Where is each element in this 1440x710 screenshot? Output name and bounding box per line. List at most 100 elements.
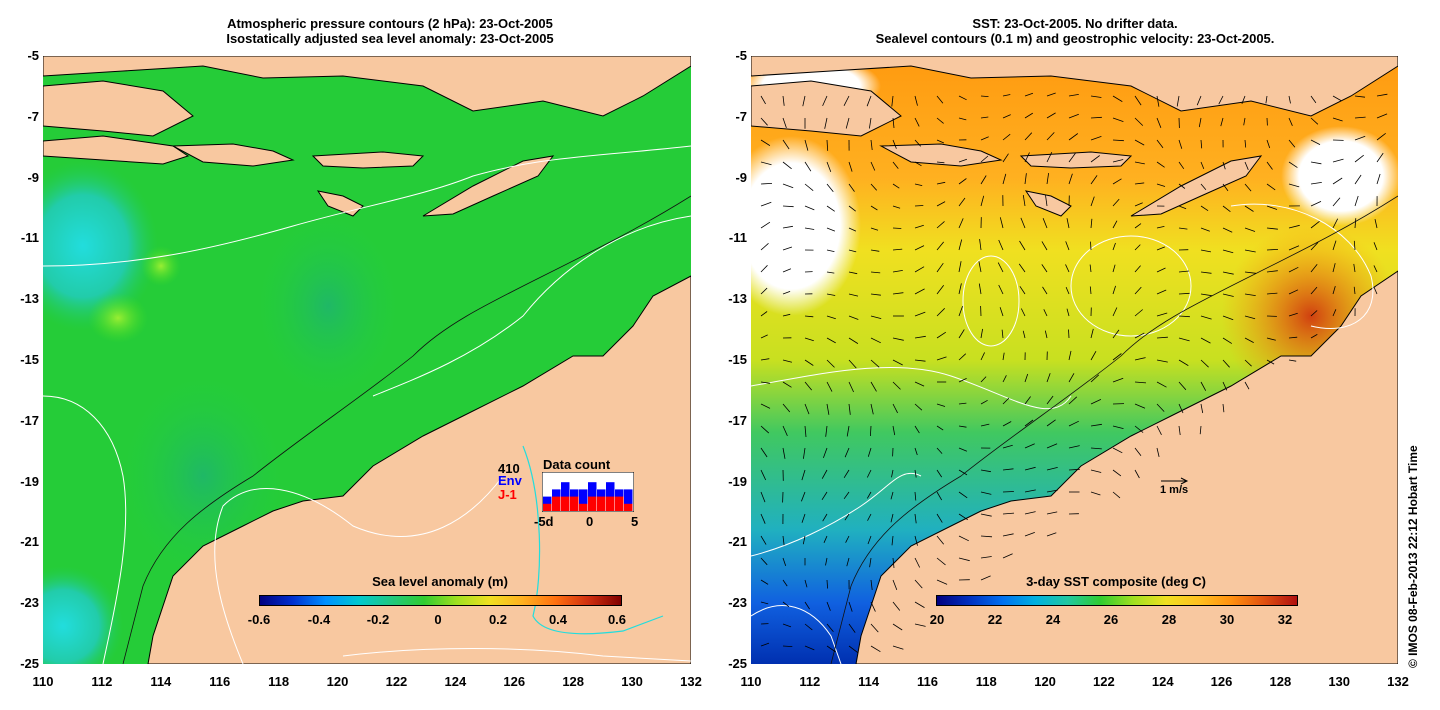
velocity-arrow (826, 139, 829, 151)
velocity-arrow (760, 513, 766, 524)
velocity-arrow (1310, 117, 1319, 125)
velocity-arrow (1024, 511, 1036, 515)
velocity-arrow (1024, 419, 1034, 427)
velocity-arrow (1046, 395, 1054, 405)
left-lon-tick: 128 (562, 674, 585, 689)
velocity-arrow (1112, 139, 1124, 142)
velocity-arrow (1024, 443, 1035, 449)
velocity-arrow (802, 95, 806, 107)
velocity-arrow (870, 601, 876, 612)
velocity-arrow (891, 469, 894, 478)
velocity-arrow (936, 491, 943, 501)
velocity-arrow (1200, 139, 1203, 149)
velocity-arrow (980, 95, 989, 97)
velocity-arrow (1156, 381, 1167, 388)
right-lon-tick: 116 (916, 674, 938, 689)
velocity-arrow (760, 311, 768, 317)
velocity-arrow (1065, 286, 1070, 295)
velocity-arrow (870, 271, 881, 274)
velocity-arrow (1090, 351, 1097, 361)
sla-high-anomaly-2 (141, 246, 181, 286)
velocity-arrow (1200, 337, 1211, 344)
velocity-arrow (891, 535, 894, 546)
left-lat-tick: -19 (20, 473, 39, 489)
velocity-arrow (958, 557, 970, 562)
velocity-arrow (914, 117, 920, 127)
velocity-arrow (1288, 117, 1293, 126)
velocity-arrow (826, 623, 834, 633)
velocity-arrow (782, 205, 794, 208)
velocity-arrow (760, 601, 769, 605)
velocity-arrow (760, 403, 771, 409)
velocity-arrow (1310, 242, 1319, 251)
sealevel-contour-1 (751, 366, 1072, 410)
velocity-arrow (1112, 377, 1124, 383)
velocity-arrow (821, 469, 828, 479)
right-lon-tick: 132 (1387, 674, 1409, 689)
velocity-arrow (914, 491, 917, 501)
velocity-arrow (1266, 292, 1278, 295)
velocity-arrow (826, 315, 836, 320)
velocity-arrow (782, 246, 793, 251)
velocity-arrow (848, 359, 857, 369)
velocity-arrow (822, 95, 828, 107)
left-lat-tick: -5 (27, 48, 39, 63)
velocity-arrow (804, 381, 813, 391)
right-lat-tick: -13 (728, 291, 747, 307)
velocity-arrow (1178, 270, 1190, 273)
velocity-arrow (1044, 330, 1048, 339)
velocity-arrow (978, 261, 982, 273)
velocity-arrow (936, 221, 945, 229)
velocity-arrow (892, 557, 895, 569)
velocity-arrow (1090, 447, 1102, 450)
velocity-arrow (1222, 183, 1229, 192)
velocity-arrow (869, 557, 872, 568)
velocity-arrow (1222, 359, 1230, 368)
velocity-arrow (1112, 491, 1121, 499)
velocity-arrow (1332, 309, 1337, 317)
velocity-arrow (870, 403, 874, 415)
velocity-arrow (1065, 241, 1070, 251)
velocity-arrow (782, 95, 785, 106)
velocity-arrow (1244, 271, 1256, 274)
velocity-arrow (782, 601, 790, 608)
velocity-arrow (980, 116, 989, 119)
velocity-arrow (1002, 397, 1010, 405)
sst-cb-tick: 22 (987, 612, 1003, 627)
left-lat-tick: -25 (20, 656, 39, 671)
velocity-arrow (1090, 95, 1102, 98)
velocity-arrow (1244, 205, 1254, 212)
velocity-arrow (1112, 469, 1122, 477)
velocity-arrow (1090, 328, 1094, 339)
velocity-arrow (1046, 443, 1058, 449)
velocity-arrow (892, 403, 898, 414)
velocity-arrow (1310, 264, 1318, 273)
velocity-arrow (845, 535, 850, 543)
velocity-arrow (914, 288, 925, 295)
velocity-arrow (1332, 158, 1344, 163)
velocity-arrow (782, 535, 785, 546)
velocity-arrow (782, 447, 786, 459)
velocity-arrow (914, 425, 920, 434)
left-lat-tick: -15 (20, 352, 39, 367)
velocity-arrow (782, 139, 790, 150)
velocity-arrow (1354, 218, 1357, 229)
sumba (316, 190, 364, 217)
velocity-arrow (891, 95, 894, 107)
velocity-arrow (870, 579, 873, 591)
velocity-arrow (804, 205, 815, 211)
velocity-arrow (1002, 133, 1011, 141)
velocity-arrow (1112, 242, 1116, 251)
velocity-arrow (1373, 286, 1378, 295)
velocity-arrow (760, 265, 768, 273)
velocity-arrow (804, 161, 812, 172)
velocity-arrow (782, 117, 787, 129)
velocity-arrow (1001, 329, 1004, 339)
velocity-arrow (843, 491, 850, 500)
right-lon-tick: 118 (975, 674, 997, 689)
velocity-arrow (892, 270, 903, 273)
inset-j1-bar (570, 496, 579, 511)
left-lat-tick: -23 (20, 595, 39, 611)
velocity-arrow (1134, 469, 1140, 479)
velocity-arrow (1112, 117, 1124, 122)
